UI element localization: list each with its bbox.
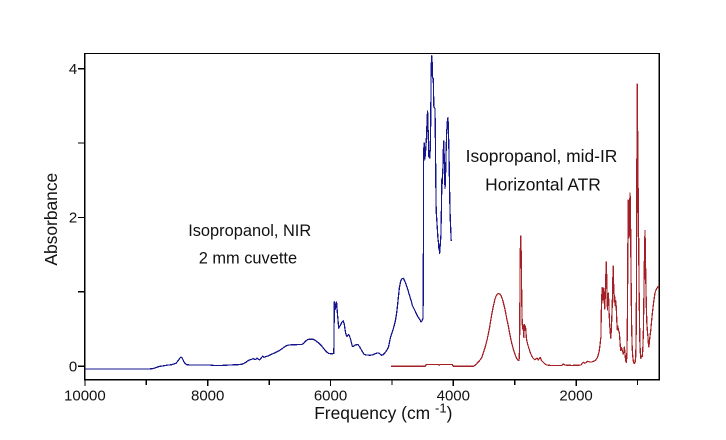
svg-text:Isopropanol, mid-IR: Isopropanol, mid-IR [466, 146, 618, 166]
svg-text:Isopropanol, NIR: Isopropanol, NIR [188, 222, 311, 240]
svg-text:4000: 4000 [437, 388, 470, 405]
svg-text:0: 0 [69, 359, 77, 376]
svg-text:Horizontal ATR: Horizontal ATR [485, 175, 601, 195]
svg-text:6000: 6000 [314, 388, 347, 405]
svg-text:2000: 2000 [559, 388, 592, 405]
svg-text:Frequency (cm -1): Frequency (cm -1) [314, 401, 452, 424]
svg-text:4: 4 [69, 61, 77, 78]
svg-text:10000: 10000 [64, 388, 106, 405]
svg-text:Absorbance: Absorbance [41, 173, 61, 266]
svg-text:8000: 8000 [191, 388, 224, 405]
svg-text:2: 2 [69, 210, 77, 227]
svg-text:2 mm cuvette: 2 mm cuvette [199, 249, 297, 267]
